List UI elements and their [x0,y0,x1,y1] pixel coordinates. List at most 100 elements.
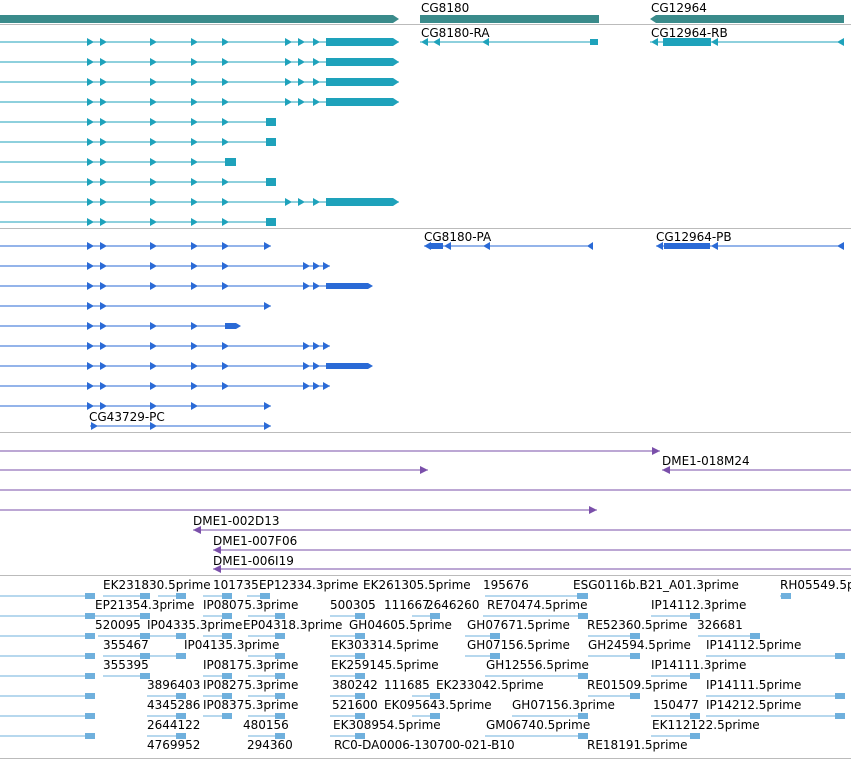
exon-arrow [298,58,305,66]
est-feature[interactable] [203,613,232,619]
exon-arrow [150,158,157,166]
est-feature[interactable] [95,613,150,619]
est-feature[interactable] [248,693,285,699]
transcript-cg43729[interactable] [0,138,276,146]
gene-cg43729[interactable] [0,15,399,23]
est-feature[interactable] [651,673,700,679]
est-feature[interactable] [150,633,186,639]
cds-cg43729[interactable] [0,282,373,290]
transcript-cg43729[interactable] [0,38,399,46]
est-feature[interactable] [158,593,186,599]
est-feature[interactable] [412,613,440,619]
est-feature[interactable] [588,653,640,659]
est-feature[interactable] [651,713,700,719]
est-feature[interactable] [247,593,270,599]
est-feature[interactable] [485,733,588,739]
est-feature[interactable] [0,713,95,719]
est-feature[interactable] [0,653,95,659]
gene-cg8180[interactable]: CG8180 [420,1,599,23]
est-feature[interactable] [103,593,150,599]
est-feature[interactable] [147,693,186,699]
gene-cg12964[interactable]: CG12964 [650,1,844,23]
est-feature[interactable] [248,733,285,739]
est-feature[interactable] [412,693,440,699]
est-feature[interactable] [651,733,700,739]
cds-cg43729[interactable] [0,242,271,250]
transcript-cg43729[interactable] [0,78,399,86]
est-feature[interactable] [147,713,186,719]
est-feature[interactable] [248,633,285,639]
cds-cg43729[interactable] [0,342,330,350]
transcript-cg8180-ra[interactable]: CG8180-RA [420,26,598,46]
cds-cg8180-pa[interactable]: CG8180-PA [424,230,593,250]
clone-dme1-018m24[interactable]: DME1-018M24 [662,454,851,474]
est-feature[interactable] [0,693,95,699]
cds-cg12964-pb[interactable]: CG12964-PB [656,230,844,250]
transcript-cg43729[interactable] [0,158,236,166]
est-feature[interactable] [0,593,95,599]
est-feature[interactable] [330,653,365,659]
cds-cg43729[interactable] [0,302,271,310]
est-feature[interactable] [698,633,760,639]
clone-row[interactable] [0,506,597,514]
est-feature[interactable] [465,633,500,639]
transcript-cg43729[interactable] [0,178,276,186]
est-feature[interactable] [248,673,285,679]
transcript-cg43729[interactable] [0,58,399,66]
est-feature[interactable] [0,733,95,739]
est-feature[interactable] [485,673,588,679]
est-feature[interactable] [575,593,587,599]
est-feature[interactable] [147,733,186,739]
est-feature[interactable] [706,653,845,659]
est-feature[interactable] [483,613,588,619]
est-feature[interactable] [412,713,440,719]
transcript-cg43729[interactable] [0,118,276,126]
est-feature[interactable] [0,633,95,639]
est-feature[interactable] [248,713,285,719]
est-feature[interactable] [248,653,285,659]
est-feature[interactable] [465,653,500,659]
exon-block [225,323,236,329]
est-feature[interactable] [588,633,640,639]
est-feature[interactable] [98,633,150,639]
est-feature[interactable] [103,673,150,679]
cds-cg43729[interactable] [0,402,271,410]
clone-dme1-006i19[interactable]: DME1-006I19 [213,554,851,573]
est-feature[interactable] [248,613,285,619]
transcript-cg43729[interactable] [0,198,399,206]
est-feature[interactable] [203,713,232,719]
est-feature[interactable] [706,713,845,719]
cds-cg43729[interactable] [0,362,373,370]
cds-cg43729[interactable] [0,322,241,330]
est-feature[interactable] [330,713,365,719]
est-feature[interactable] [512,713,588,719]
cds-cg43729[interactable] [0,262,330,270]
exon-arrow [222,78,229,86]
est-feature[interactable] [651,613,700,619]
est-feature[interactable] [203,593,232,599]
clone-row[interactable] [0,466,428,474]
est-feature[interactable] [103,653,150,659]
clone-dme1-002d13[interactable]: DME1-002D13 [193,514,851,534]
transcript-cg43729[interactable] [0,218,276,226]
cds-cg43729[interactable] [0,382,330,390]
est-feature[interactable] [150,653,186,659]
est-feature[interactable] [0,673,95,679]
est-feature[interactable] [330,733,365,739]
est-feature[interactable] [203,693,232,699]
cds-cg43729[interactable] [90,422,271,430]
est-feature[interactable] [0,613,95,619]
est-feature[interactable] [203,633,232,639]
est-feature[interactable] [706,693,845,699]
est-feature[interactable] [330,613,365,619]
est-feature[interactable] [588,693,640,699]
est-feature[interactable] [780,593,791,599]
transcript-cg12964-rb[interactable]: CG12964-RB [650,26,844,46]
est-feature[interactable] [203,673,232,679]
est-feature[interactable] [330,673,365,679]
clone-row[interactable] [0,447,660,455]
est-feature[interactable] [330,633,365,639]
est-feature[interactable] [330,693,365,699]
transcript-cg43729[interactable] [0,98,399,106]
clone-dme1-007f06[interactable]: DME1-007F06 [213,534,851,554]
